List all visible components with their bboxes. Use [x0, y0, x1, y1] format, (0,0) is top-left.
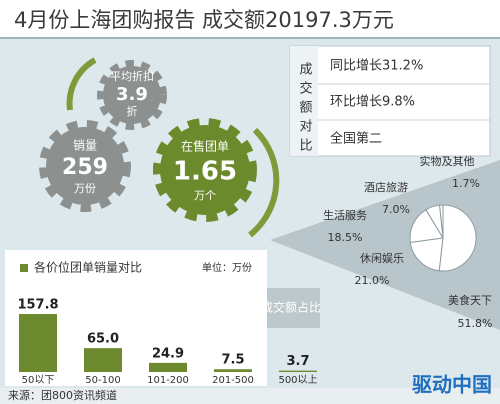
gear-unit: 万个: [194, 189, 216, 202]
slice-label: 酒店旅游: [364, 180, 408, 194]
comparison-label: 成交额对比: [297, 62, 313, 157]
pie-slice: [409, 209, 444, 244]
bar-title: 各价位团单销量对比: [34, 260, 142, 275]
slice-value: 7.0%: [382, 203, 410, 216]
category-label: 500以上: [278, 374, 317, 386]
gear-top: [97, 60, 167, 130]
gear-value: 1.65: [173, 157, 237, 187]
bar: [279, 370, 317, 372]
slice-label: 生活服务: [323, 208, 367, 222]
comparison-item: 全国第二: [330, 131, 382, 147]
gear-texts: 平均折扣 3.9 折 销量 259 万份 在售团单 1.65 万个: [62, 69, 237, 202]
source: 来源：团800资讯频道: [8, 388, 117, 402]
gear-label: 平均折扣: [110, 69, 154, 83]
comparison-item: 环比增长9.8%: [330, 95, 415, 110]
bar: [84, 348, 122, 372]
pointer-triangle: [270, 160, 500, 330]
category-label: 201-500: [212, 375, 254, 386]
gear-right: [153, 118, 257, 222]
comparison-item: 同比增长31.2%: [330, 59, 423, 74]
bar: [19, 314, 57, 372]
pie-slice: [438, 204, 477, 272]
gear-label: 在售团单: [181, 139, 229, 154]
value-label: 24.9: [152, 346, 184, 361]
gear-body: [160, 125, 250, 215]
gear-teeth: [97, 60, 167, 130]
gear-left: [39, 120, 131, 212]
slice-label: 实物及其他: [420, 154, 475, 168]
category-label: 50以下: [22, 375, 55, 386]
gear-value: 259: [62, 155, 108, 180]
gear-unit: 折: [127, 104, 138, 118]
gear-unit: 万份: [74, 182, 96, 195]
arrow: [66, 57, 97, 111]
gear-body: [46, 127, 124, 205]
watermark: 驱动中国: [412, 373, 492, 397]
gear-body: [103, 66, 161, 124]
value-label: 3.7: [286, 354, 309, 369]
gear-value: 3.9: [116, 84, 148, 105]
value-label: 157.8: [17, 298, 58, 313]
comparison-box: [289, 45, 491, 157]
gear-teeth: [39, 120, 131, 212]
slice-label: 休闲娱乐: [360, 251, 404, 265]
footer: [0, 388, 500, 404]
slice-value: 1.7%: [452, 177, 480, 190]
comparison-side: [290, 46, 318, 156]
value-label: 65.0: [87, 332, 119, 347]
title: 4月份上海团购报告 成交额20197.3万元: [14, 8, 394, 32]
gear-label: 销量: [73, 139, 97, 153]
category-label: 101-200: [147, 375, 189, 386]
bar: [214, 369, 252, 372]
slice-value: 18.5%: [328, 231, 363, 244]
arrow: [248, 127, 280, 238]
slice-value: 51.8%: [458, 317, 493, 330]
bar-chart: 157.8 50以下 65.0 50-100 24.9 101-200 7.5 201-500…: [17, 298, 317, 387]
slice-label: 美食天下: [448, 293, 492, 307]
pie-slice: [409, 237, 444, 272]
bar-unit: 单位：万份: [202, 261, 252, 274]
slice-value: 21.0%: [355, 274, 390, 287]
value-label: 7.5: [221, 353, 244, 368]
pie-chart: 实物及其他 1.7% 酒店旅游 7.0% 生活服务 18.5% 休闲娱乐 21.0% 美食天下 5…: [323, 154, 492, 330]
bullet: [20, 264, 28, 272]
gear-teeth: [153, 118, 257, 222]
category-label: 50-100: [85, 375, 120, 386]
bar: [149, 362, 187, 372]
